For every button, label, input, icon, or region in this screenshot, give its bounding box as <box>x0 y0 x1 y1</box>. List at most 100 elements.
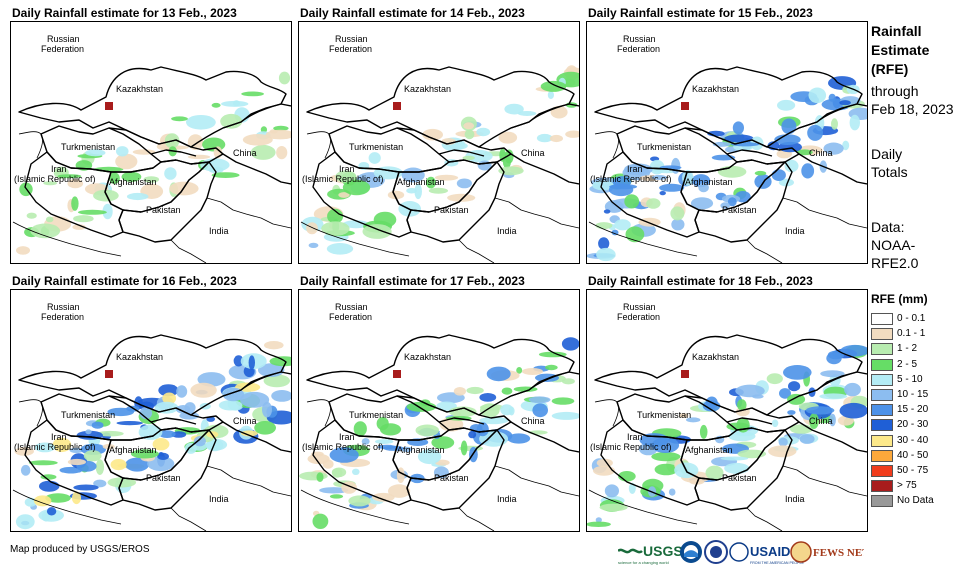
rain-blob <box>312 513 329 529</box>
rain-blob <box>211 172 240 179</box>
rain-blob <box>614 219 631 231</box>
legend-swatch <box>871 495 893 508</box>
rain-blob <box>125 457 149 472</box>
label-iran-1: Iran <box>627 164 643 174</box>
legend-swatch <box>871 358 893 371</box>
legend-label: 2 - 5 <box>897 358 918 370</box>
rain-blob <box>69 447 84 453</box>
side-data-label: Data: <box>871 219 905 235</box>
rain-blob <box>110 459 127 471</box>
rain-blob <box>801 163 815 179</box>
map-frame: Russian Federation Kazakhstan Turkmenist… <box>298 289 580 532</box>
legend-swatch <box>871 464 893 477</box>
coastline-south <box>12 221 207 263</box>
rain-blob <box>596 247 616 262</box>
rain-blob <box>175 405 191 414</box>
rainfall-map: Russian Federation Kazakhstan Turkmenist… <box>587 34 867 263</box>
india-border <box>206 465 291 497</box>
label-russia-2: Federation <box>617 312 660 322</box>
label-china: China <box>233 416 257 426</box>
rain-blob <box>781 118 797 135</box>
rain-blob <box>839 100 851 106</box>
label-iran-2: (Islamic Republic of) <box>302 174 384 184</box>
rain-layer <box>587 76 867 262</box>
rain-blob <box>498 166 524 176</box>
rain-blob <box>779 388 791 399</box>
rain-blob <box>604 484 619 498</box>
china-border <box>791 103 867 185</box>
coastline-south <box>588 221 783 263</box>
label-iran-2: (Islamic Republic of) <box>14 442 96 452</box>
caspian-coast <box>594 131 620 159</box>
rain-blob <box>698 182 709 193</box>
rain-blob <box>732 121 744 135</box>
rain-blob <box>831 118 838 130</box>
map-panel-6: Daily Rainfall estimate for 18 Feb., 202… <box>586 274 868 534</box>
china-border <box>503 371 579 453</box>
label-afghanistan: Afghanistan <box>685 445 733 455</box>
legend-label: 0 - 0.1 <box>897 313 926 324</box>
rain-blob <box>805 406 835 415</box>
iran-border <box>312 419 412 506</box>
label-pakistan: Pakistan <box>146 473 181 483</box>
coastline-south <box>12 489 207 531</box>
boundary-layer <box>588 334 867 531</box>
rain-blob <box>828 93 836 102</box>
rain-blob <box>595 222 613 230</box>
usaid-tagline: FROM THE AMERICAN PEOPLE <box>750 561 804 565</box>
india-border <box>782 197 867 229</box>
rain-blob <box>306 222 318 235</box>
rain-blob <box>561 337 579 351</box>
legend-label: > 75 <box>897 480 917 492</box>
coastline-south <box>588 489 783 531</box>
legend-swatch <box>871 328 893 341</box>
rain-blob <box>486 366 511 382</box>
rain-blob <box>849 114 860 131</box>
iran-border <box>600 151 700 238</box>
rain-blob <box>321 221 350 236</box>
rain-blob <box>233 355 244 367</box>
legend-label: 15 - 20 <box>897 404 929 416</box>
rain-blob <box>624 194 640 209</box>
rain-blob <box>787 393 806 405</box>
rain-blob <box>326 243 354 255</box>
rain-blob <box>829 413 836 427</box>
label-pakistan: Pakistan <box>434 205 469 215</box>
pakistan-border <box>406 161 505 243</box>
rain-blob <box>348 495 371 507</box>
rain-blob <box>565 130 579 138</box>
rain-blob <box>265 129 291 140</box>
panel-title: Daily Rainfall estimate for 15 Feb., 202… <box>588 6 813 20</box>
rain-blob <box>784 159 799 173</box>
rain-blob <box>549 134 563 143</box>
rain-blob <box>241 91 264 97</box>
legend-label: 50 - 75 <box>897 464 929 476</box>
rain-blob <box>808 87 827 104</box>
label-russia-2: Federation <box>329 44 372 54</box>
label-kazakhstan: Kazakhstan <box>116 84 163 94</box>
rain-blob <box>102 203 113 220</box>
rain-blob <box>504 149 514 164</box>
rain-blob <box>504 103 524 115</box>
label-kazakhstan: Kazakhstan <box>692 84 739 94</box>
rain-blob <box>26 212 37 219</box>
label-iran-2: (Islamic Republic of) <box>14 174 96 184</box>
rain-blob <box>34 442 55 453</box>
rain-blob <box>139 407 153 420</box>
rain-blob <box>500 404 514 416</box>
panel-title: Daily Rainfall estimate for 18 Feb., 202… <box>588 274 813 288</box>
rainfall-map: Russian Federation Kazakhstan Turkmenist… <box>300 34 579 263</box>
rain-blob <box>464 129 475 140</box>
rain-blob <box>162 392 177 405</box>
rain-blob <box>842 140 850 151</box>
usgs-tagline: science for a changing world <box>618 560 669 565</box>
rain-blob <box>777 99 796 111</box>
map-panel-1: Daily Rainfall estimate for 13 Feb., 202… <box>10 6 292 266</box>
rain-blob <box>598 237 610 250</box>
rain-blob <box>460 440 468 456</box>
label-russia-2: Federation <box>329 312 372 322</box>
rain-blob <box>717 165 747 178</box>
label-afghanistan: Afghanistan <box>109 445 157 455</box>
rain-blob <box>771 169 786 182</box>
rain-blob <box>152 438 170 451</box>
